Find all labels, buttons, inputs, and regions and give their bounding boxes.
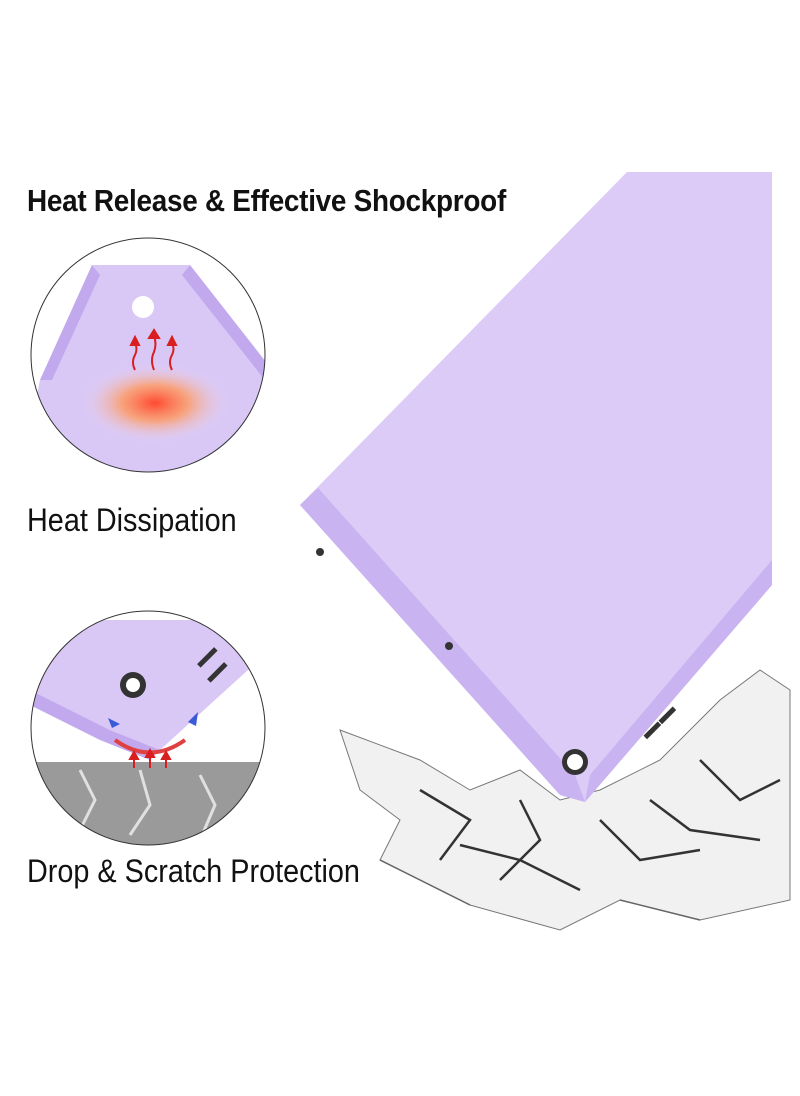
heat-arrows-icon — [129, 328, 178, 371]
headline: Heat Release & Effective Shockproof — [27, 183, 506, 218]
heat-dissipation-closeup — [30, 237, 266, 473]
impact-arrows-icon — [128, 747, 172, 768]
cracked-ground-image — [339, 669, 791, 931]
tablet-case-image — [300, 172, 772, 802]
feature-label-heat-dissipation: Heat Dissipation — [27, 502, 237, 538]
drop-protection-closeup — [30, 610, 266, 846]
feature-label-drop-protection: Drop & Scratch Protection — [27, 853, 360, 889]
